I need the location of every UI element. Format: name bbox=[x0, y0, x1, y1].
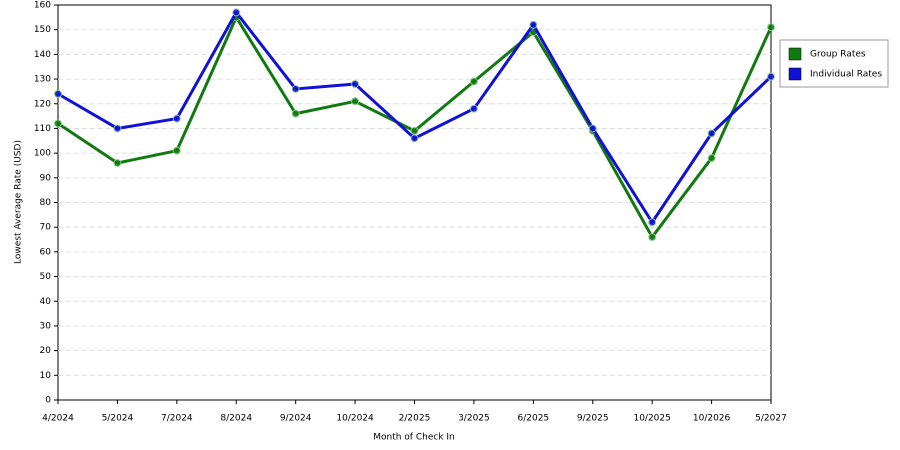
point bbox=[351, 97, 360, 106]
point bbox=[767, 72, 775, 81]
y-tick-label: 0 bbox=[45, 396, 51, 406]
x-tick-label: 6/2025 bbox=[517, 414, 549, 424]
x-tick-label: 10/2025 bbox=[633, 414, 670, 424]
point bbox=[172, 114, 181, 123]
legend-label: Individual Rates bbox=[810, 70, 882, 80]
y-tick-label: 20 bbox=[40, 346, 52, 356]
y-tick-label: 70 bbox=[40, 223, 52, 233]
y-tick-label: 50 bbox=[40, 272, 52, 282]
point bbox=[410, 134, 419, 143]
y-tick-label: 160 bbox=[34, 1, 51, 11]
point bbox=[232, 8, 241, 17]
point bbox=[54, 119, 62, 128]
x-tick-label: 4/2024 bbox=[42, 414, 74, 424]
x-axis-label: Month of Check In bbox=[373, 433, 455, 443]
y-tick-label: 150 bbox=[34, 25, 51, 35]
x-tick-label: 5/2027 bbox=[755, 414, 787, 424]
legend-swatch bbox=[788, 47, 802, 61]
x-tick-label: 5/2024 bbox=[102, 414, 134, 424]
point bbox=[113, 124, 122, 133]
point bbox=[707, 154, 716, 163]
x-tick-label: 9/2025 bbox=[577, 414, 609, 424]
y-tick-label: 130 bbox=[34, 75, 51, 85]
y-tick-label: 90 bbox=[40, 173, 52, 183]
y-tick-label: 110 bbox=[34, 124, 51, 134]
point bbox=[648, 218, 657, 227]
y-tick-label: 10 bbox=[40, 371, 52, 381]
y-tick-label: 30 bbox=[40, 321, 52, 331]
point bbox=[469, 77, 478, 86]
x-tick-label: 10/2024 bbox=[336, 414, 374, 424]
x-tick-label: 8/2024 bbox=[220, 414, 252, 424]
point bbox=[54, 89, 62, 98]
x-tick-label: 3/2025 bbox=[458, 414, 490, 424]
x-tick-label: 2/2025 bbox=[399, 414, 431, 424]
y-tick-label: 140 bbox=[34, 50, 51, 60]
y-tick-label: 60 bbox=[40, 247, 52, 257]
x-tick-label: 7/2024 bbox=[161, 414, 193, 424]
legend-label: Group Rates bbox=[810, 50, 866, 60]
point bbox=[707, 129, 716, 138]
point bbox=[529, 20, 538, 29]
point bbox=[291, 109, 300, 118]
y-tick-label: 40 bbox=[40, 297, 52, 307]
point bbox=[410, 126, 419, 135]
y-tick-label: 80 bbox=[40, 198, 52, 208]
x-tick-label: 9/2024 bbox=[280, 414, 312, 424]
y-tick-label: 120 bbox=[34, 99, 51, 109]
x-tick-label: 10/2026 bbox=[693, 414, 731, 424]
point bbox=[113, 159, 122, 167]
point bbox=[172, 146, 181, 155]
point bbox=[291, 84, 300, 93]
point bbox=[648, 233, 657, 242]
point bbox=[351, 80, 360, 88]
point bbox=[469, 104, 478, 113]
point bbox=[767, 23, 775, 32]
y-axis-label: Lowest Average Rate (USD) bbox=[14, 140, 24, 264]
y-tick-label: 100 bbox=[34, 149, 51, 159]
legend-swatch bbox=[788, 67, 802, 81]
point bbox=[588, 124, 597, 133]
